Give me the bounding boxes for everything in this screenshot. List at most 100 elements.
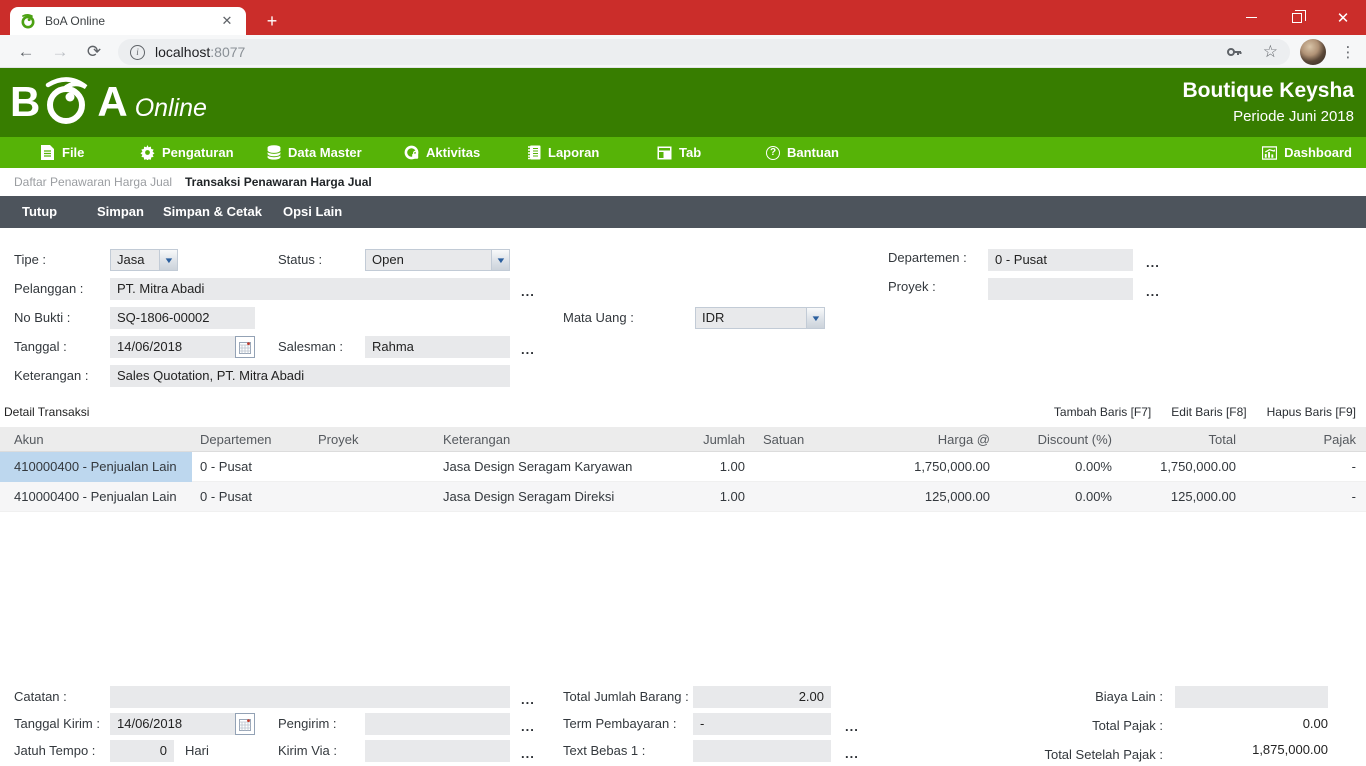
catatan-field[interactable]	[110, 686, 510, 708]
jatuh-tempo-field[interactable]: 0	[110, 740, 174, 762]
bookmark-star-icon[interactable]: ☆	[1262, 42, 1278, 61]
col-satuan: Satuan	[763, 432, 805, 447]
proyek-field[interactable]	[988, 278, 1133, 300]
total-jumlah-barang-field[interactable]: 2.00	[693, 686, 831, 708]
address-bar[interactable]: i localhost:8077 ☆	[118, 39, 1290, 65]
col-keterangan: Keterangan	[443, 432, 511, 447]
tanggal-datepicker[interactable]: 14/06/2018	[110, 336, 255, 358]
jatuh-tempo-label: Jatuh Tempo :	[14, 743, 96, 758]
calendar-icon[interactable]	[235, 713, 255, 735]
logo-suffix: Online	[134, 94, 207, 122]
gear-icon	[140, 145, 155, 160]
kirim-via-lookup-button[interactable]: ...	[521, 746, 535, 761]
simpan-cetak-button[interactable]: Simpan & Cetak	[163, 204, 262, 219]
tipe-dropdown[interactable]: Jasa ▼	[110, 249, 178, 271]
simpan-button[interactable]: Simpan	[97, 204, 144, 219]
col-discount: Discount (%)	[1037, 432, 1112, 447]
pengirim-lookup-button[interactable]: ...	[521, 719, 535, 734]
forward-icon[interactable]: →	[51, 41, 69, 61]
window-restore-icon[interactable]	[1274, 0, 1320, 35]
boa-logo: B A Online	[10, 76, 207, 126]
mata-uang-dropdown[interactable]: IDR ▼	[695, 307, 825, 329]
tab-close-icon[interactable]: ✕	[221, 13, 233, 28]
pelanggan-field[interactable]: PT. Mitra Abadi	[110, 278, 510, 300]
salesman-field[interactable]: Rahma	[365, 336, 510, 358]
text-bebas-field[interactable]	[693, 740, 831, 762]
chevron-down-icon[interactable]: ▼	[159, 250, 177, 270]
biaya-lain-field[interactable]	[1175, 686, 1328, 708]
command-bar: Tutup Simpan Simpan & Cetak Opsi Lain	[0, 196, 1366, 228]
term-pembayaran-label: Term Pembayaran :	[563, 716, 677, 731]
window-close-icon[interactable]: ✕	[1336, 9, 1350, 27]
total-pajak-label: Total Pajak :	[1092, 718, 1163, 733]
window-minimize-icon[interactable]	[1228, 0, 1274, 35]
tanggal-kirim-datepicker[interactable]: 14/06/2018	[110, 713, 255, 735]
menu-laporan[interactable]: Laporan	[526, 137, 599, 168]
back-icon[interactable]: ←	[17, 41, 35, 61]
menu-file[interactable]: File	[40, 137, 84, 168]
departemen-lookup-button[interactable]: ...	[1146, 255, 1160, 270]
opsi-lain-button[interactable]: Opsi Lain	[283, 204, 343, 219]
edit-baris-button[interactable]: Edit Baris [F8]	[1171, 405, 1247, 419]
reload-icon[interactable]: ⟳	[86, 41, 102, 61]
total-setelah-pajak-value: 1,875,000.00	[1252, 742, 1328, 757]
menu-data-master[interactable]: Data Master	[266, 137, 362, 168]
chevron-down-icon[interactable]: ▼	[491, 250, 509, 270]
no-bukti-field[interactable]: SQ-1806-00002	[110, 307, 255, 329]
menu-aktivitas[interactable]: Aktivitas	[404, 137, 480, 168]
tutup-button[interactable]: Tutup	[22, 204, 58, 219]
kirim-via-field[interactable]	[365, 740, 510, 762]
grid-actions: Tambah Baris [F7] Edit Baris [F8] Hapus …	[1054, 405, 1356, 419]
doc-tab-transaksi[interactable]: Transaksi Penawaran Harga Jual	[185, 175, 372, 189]
table-row[interactable]: 410000400 - Penjualan Lain 0 - Pusat Jas…	[0, 482, 1366, 512]
salesman-lookup-button[interactable]: ...	[521, 342, 535, 357]
tambah-baris-button[interactable]: Tambah Baris [F7]	[1053, 405, 1152, 419]
menu-dashboard[interactable]: Dashboard	[1262, 137, 1352, 168]
browser-menu-icon[interactable]: ⋮	[1340, 43, 1356, 61]
page-info-icon[interactable]: i	[130, 44, 145, 60]
calendar-icon[interactable]	[235, 336, 255, 358]
logo-snake-o-icon	[46, 77, 88, 124]
profile-avatar[interactable]	[1300, 39, 1326, 65]
report-icon	[526, 145, 541, 160]
departemen-field[interactable]: 0 - Pusat	[988, 249, 1133, 271]
salesman-label: Salesman :	[278, 339, 344, 354]
file-icon	[40, 145, 55, 160]
new-tab-button[interactable]: +	[266, 10, 278, 31]
status-label: Status :	[278, 252, 323, 267]
col-akun: Akun	[14, 432, 44, 447]
detail-section-title: Detail Transaksi	[4, 405, 90, 419]
table-row[interactable]: 410000400 - Penjualan Lain 0 - Pusat Jas…	[0, 452, 1366, 482]
browser-tab[interactable]: BoA Online ✕	[10, 7, 246, 35]
hapus-baris-button[interactable]: Hapus Baris [F9]	[1266, 405, 1356, 419]
proyek-lookup-button[interactable]: ...	[1146, 284, 1160, 299]
col-harga: Harga @	[937, 432, 990, 447]
catatan-lookup-button[interactable]: ...	[521, 692, 535, 707]
pengirim-label: Pengirim :	[278, 716, 337, 731]
company-block: Boutique Keysha Periode Juni 2018	[1182, 78, 1354, 125]
tanggal-label: Tanggal :	[14, 339, 67, 354]
selected-cell-highlight	[0, 452, 192, 482]
chevron-down-icon[interactable]: ▼	[806, 308, 824, 328]
pengirim-field[interactable]	[365, 713, 510, 735]
col-departemen: Departemen	[200, 432, 272, 447]
menu-pengaturan[interactable]: Pengaturan	[140, 137, 234, 168]
browser-titlebar: BoA Online ✕ + ✕	[0, 0, 1366, 35]
doc-tab-daftar[interactable]: Daftar Penawaran Harga Jual	[14, 175, 173, 189]
menu-tab[interactable]: Tab	[657, 137, 701, 168]
menu-bantuan[interactable]: ? Bantuan	[766, 137, 839, 168]
grid-header: Akun Departemen Proyek Keterangan Jumlah…	[0, 427, 1366, 452]
term-pembayaran-lookup-button[interactable]: ...	[845, 719, 859, 734]
text-bebas-lookup-button[interactable]: ...	[845, 746, 859, 761]
app-header: B A Online Boutique Keysha Periode Juni …	[0, 68, 1366, 137]
pelanggan-lookup-button[interactable]: ...	[521, 284, 535, 299]
status-dropdown[interactable]: Open ▼	[365, 249, 510, 271]
period-label: Periode Juni 2018	[1233, 108, 1354, 125]
keterangan-field[interactable]: Sales Quotation, PT. Mitra Abadi	[110, 365, 510, 387]
proyek-label: Proyek :	[888, 279, 936, 294]
password-key-icon[interactable]	[1225, 43, 1243, 61]
text-bebas-label: Text Bebas 1 :	[563, 743, 646, 758]
logo-letter-b: B	[10, 78, 40, 125]
term-pembayaran-field[interactable]: -	[693, 713, 831, 735]
favicon-snake-icon	[21, 13, 35, 29]
